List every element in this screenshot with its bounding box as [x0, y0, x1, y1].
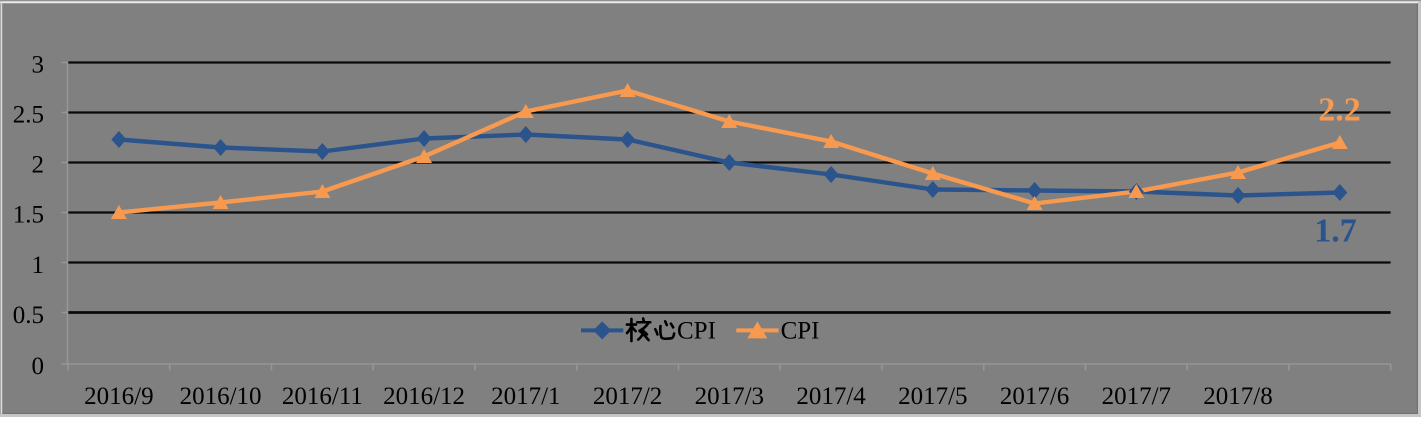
svg-text:2016/9: 2016/9 — [84, 383, 153, 410]
svg-text:2017/4: 2017/4 — [796, 383, 866, 410]
svg-text:3: 3 — [32, 52, 45, 79]
svg-text:2.2: 2.2 — [1318, 92, 1361, 129]
svg-text:2017/6: 2017/6 — [1000, 383, 1069, 410]
svg-text:2016/10: 2016/10 — [180, 383, 262, 410]
svg-text:2017/8: 2017/8 — [1203, 383, 1272, 410]
svg-text:1.7: 1.7 — [1314, 212, 1357, 249]
svg-text:1.5: 1.5 — [13, 202, 44, 229]
svg-text:2016/11: 2016/11 — [282, 383, 363, 410]
svg-text:2017/5: 2017/5 — [898, 383, 967, 410]
svg-text:0: 0 — [32, 353, 45, 380]
svg-text:2017/7: 2017/7 — [1102, 383, 1171, 410]
svg-text:2017/2: 2017/2 — [593, 383, 662, 410]
svg-text:2017/1: 2017/1 — [491, 383, 560, 410]
svg-text:2016/12: 2016/12 — [383, 383, 465, 410]
svg-text:0.5: 0.5 — [13, 302, 44, 329]
svg-text:2017/3: 2017/3 — [695, 383, 764, 410]
svg-text:1: 1 — [32, 252, 45, 279]
svg-text:CPI: CPI — [781, 318, 820, 345]
svg-text:2: 2 — [32, 152, 45, 179]
svg-text:2.5: 2.5 — [13, 102, 44, 129]
svg-text:CPI: CPI — [677, 318, 716, 345]
